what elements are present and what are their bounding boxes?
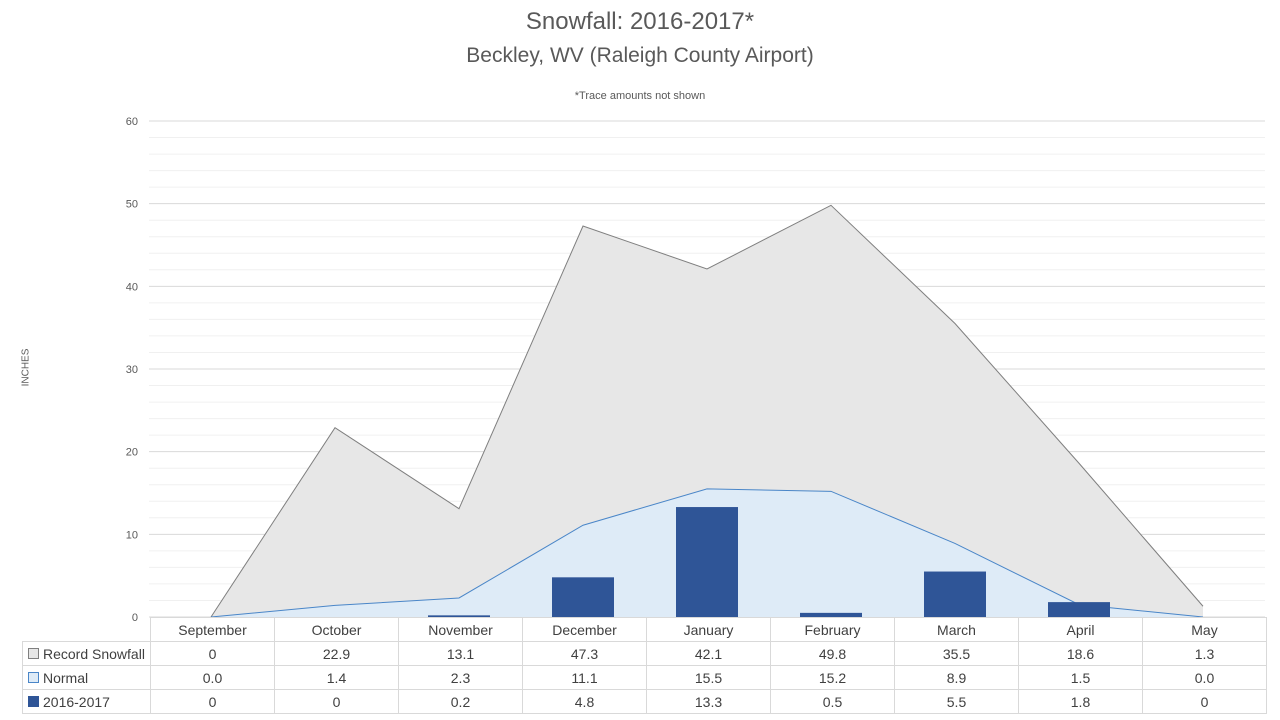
table-row: Record Snowfall 0 22.9 13.1 47.3 42.1 49.8 35.5…: [22, 641, 1267, 666]
bar-january: [676, 507, 738, 617]
bar-december: [552, 577, 614, 617]
category-label: January: [646, 617, 771, 642]
data-label: 13.3: [646, 689, 771, 714]
legend-swatch: [28, 696, 39, 708]
table-row: 2016-2017 0 0 0.2 4.8 13.3 0.5 5.5 1.8 0: [22, 689, 1267, 714]
legend-entry: Normal: [22, 665, 151, 690]
data-table: September October November December January F…: [22, 617, 1267, 714]
category-label: March: [894, 617, 1019, 642]
y-tick-label: 40: [126, 281, 138, 293]
data-label: 18.6: [1018, 641, 1143, 666]
bar-november: [428, 615, 490, 617]
line-record-snowfall: [210, 204, 1204, 618]
data-label: 0: [150, 641, 275, 666]
data-label: 4.8: [522, 689, 647, 714]
data-label: 2.3: [398, 665, 523, 690]
data-label: 8.9: [894, 665, 1019, 690]
data-label: 0.0: [150, 665, 275, 690]
data-label: 1.5: [1018, 665, 1143, 690]
category-label: October: [274, 617, 399, 642]
data-label: 11.1: [522, 665, 647, 690]
category-label: May: [1142, 617, 1267, 642]
data-label: 49.8: [770, 641, 895, 666]
chart-title: Snowfall: 2016-2017*: [525, 8, 755, 35]
data-label: 42.1: [646, 641, 771, 666]
legend-swatch: [28, 672, 39, 684]
legend-label: 2016-2017: [43, 693, 110, 710]
data-label: 0: [1142, 689, 1267, 714]
data-label: 0: [274, 689, 399, 714]
data-label: 1.3: [1142, 641, 1267, 666]
category-label: April: [1018, 617, 1143, 642]
data-label: 35.5: [894, 641, 1019, 666]
chart-subtitle: Beckley, WV (Raleigh County Airport): [466, 44, 814, 67]
bar-march: [924, 571, 986, 617]
chart-note: *Trace amounts not shown: [574, 90, 706, 102]
data-label: 15.2: [770, 665, 895, 690]
data-label: 0.2: [398, 689, 523, 714]
data-label: 0.5: [770, 689, 895, 714]
data-label: 1.4: [274, 665, 399, 690]
category-label: December: [522, 617, 647, 642]
table-corner: [22, 617, 151, 642]
bar-series: [428, 507, 1110, 617]
y-tick-label: 30: [126, 364, 138, 376]
line-normal: [210, 488, 1204, 618]
data-label: 13.1: [398, 641, 523, 666]
legend-entry: Record Snowfall: [22, 641, 151, 666]
data-label: 0: [150, 689, 275, 714]
data-label: 15.5: [646, 665, 771, 690]
legend-label: Normal: [43, 669, 89, 686]
data-label: 22.9: [274, 641, 399, 666]
data-label: 1.8: [1018, 689, 1143, 714]
y-tick-label: 10: [126, 529, 138, 541]
category-label: September: [150, 617, 275, 642]
category-label: November: [398, 617, 523, 642]
data-label: 5.5: [894, 689, 1019, 714]
data-label: 0.0: [1142, 665, 1267, 690]
legend-entry: 2016-2017: [22, 689, 151, 714]
table-row: Normal 0.0 1.4 2.3 11.1 15.5 15.2 8.9 1.5 0.0: [22, 665, 1267, 690]
table-header-row: September October November December January F…: [22, 617, 1267, 642]
legend-label: Record Snowfall: [43, 645, 145, 662]
data-label: 47.3: [522, 641, 647, 666]
y-tick-label: 50: [126, 199, 138, 211]
y-tick-label: 20: [126, 447, 138, 459]
y-tick-label: 60: [126, 116, 138, 128]
bar-february: [800, 612, 862, 617]
bar-april: [1048, 602, 1110, 617]
area-record-snowfall: [211, 205, 1203, 617]
legend-swatch: [28, 648, 39, 660]
category-label: February: [770, 617, 895, 642]
